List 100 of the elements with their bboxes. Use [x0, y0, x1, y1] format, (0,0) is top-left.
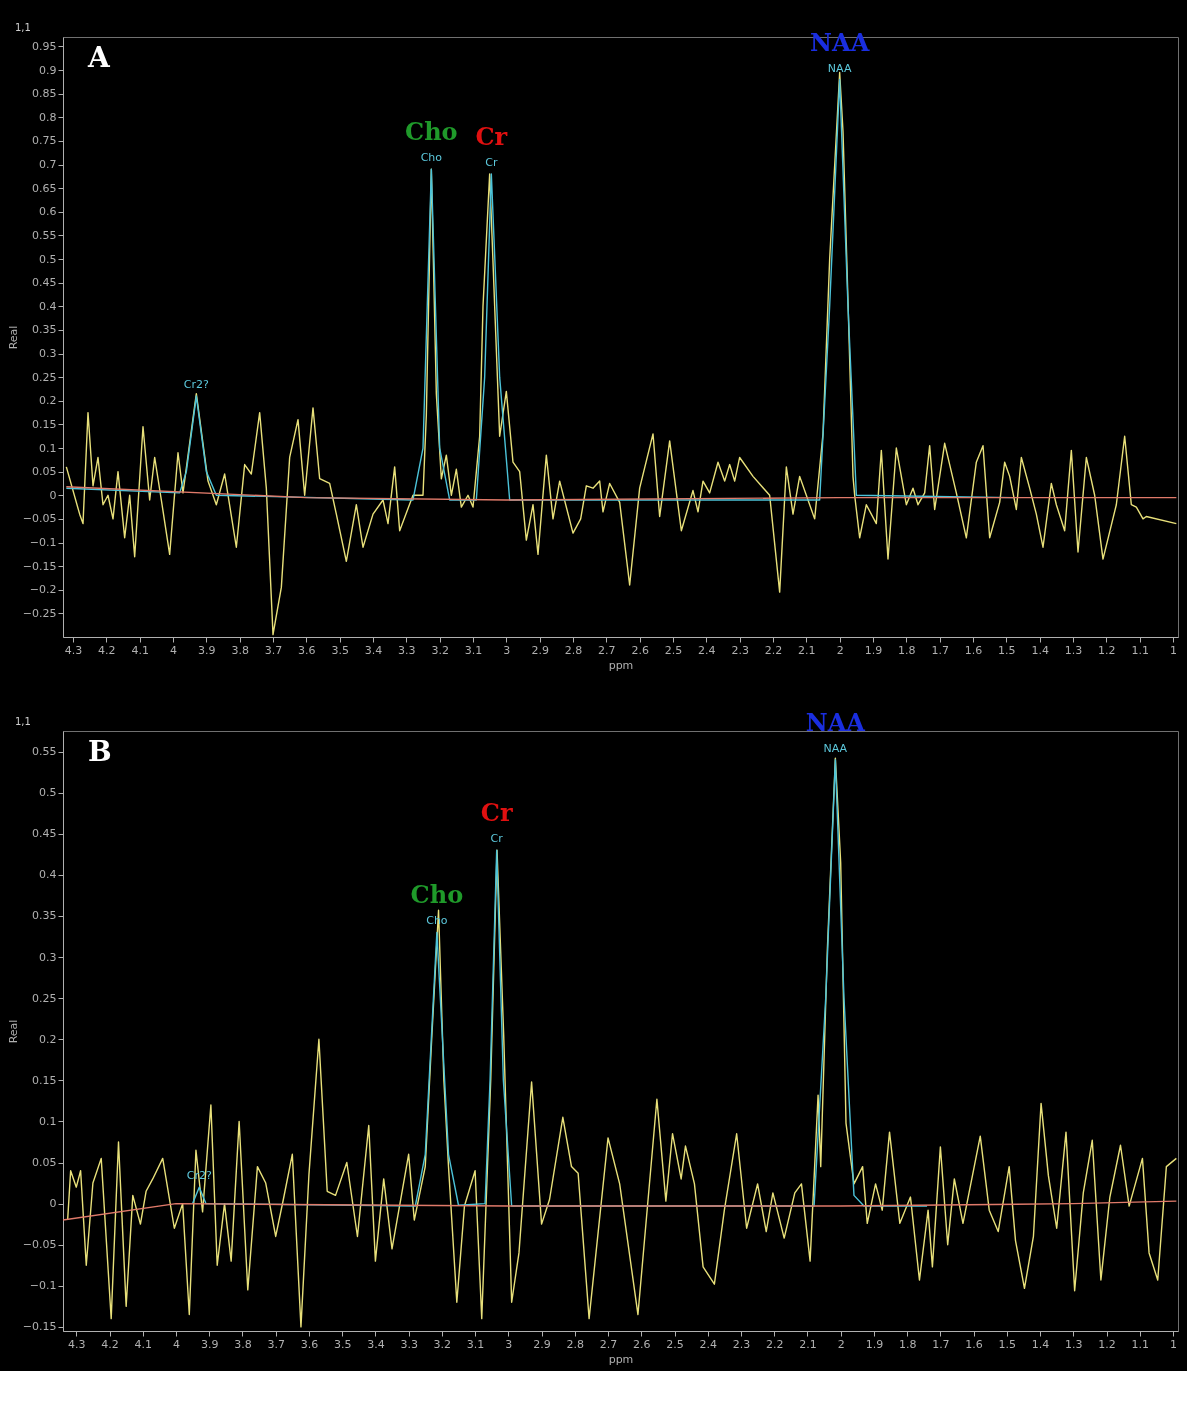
x-tick-label: 3.6 [298, 643, 316, 657]
x-tick-label: 2.7 [598, 643, 616, 657]
x-tick-label: 3 [505, 1337, 513, 1351]
x-tick-label: 4.2 [101, 1337, 119, 1351]
annotation: NAA [805, 707, 866, 737]
annotation: NAA [823, 741, 848, 755]
x-tick-label: 2.8 [564, 643, 583, 657]
x-tick-label: 3.9 [200, 1337, 219, 1351]
x-tick-label: 1.1 [1131, 643, 1149, 657]
text: 1,1 [15, 716, 31, 727]
annotation: Cr [490, 832, 504, 846]
annotation: Cho [420, 151, 443, 165]
y-tick-label: 0.05 [32, 465, 57, 479]
y-tick-label: −0.15 [22, 1320, 57, 1334]
x-tick-label: 1.5 [998, 1337, 1017, 1351]
annotation: Cho [410, 880, 464, 910]
y-tick-label: 0.15 [32, 417, 57, 431]
y-tick-label: 0.05 [32, 1156, 57, 1170]
y-tick-label: 0.6 [39, 205, 57, 219]
x-tick-label: 3.5 [331, 643, 349, 657]
x-tick-label: 1.9 [864, 643, 883, 657]
x-tick-label: 1.3 [1064, 643, 1083, 657]
x-tick-label: 1.3 [1065, 1337, 1083, 1351]
y-tick-label: −0.2 [29, 583, 57, 597]
x-tick-label: 3.1 [464, 643, 483, 657]
x-tick-label: 4.1 [134, 1337, 153, 1351]
y-tick-label: 0.95 [32, 39, 57, 53]
x-tick-label: 3.3 [400, 1337, 418, 1351]
y-tick-label: 0.7 [39, 158, 57, 172]
x-tick-label: 1.4 [1031, 1337, 1050, 1351]
y-tick-label: −0.1 [29, 536, 57, 550]
x-tick-label: 3.3 [398, 643, 416, 657]
x-tick-label: 1.8 [898, 643, 916, 657]
annotation: Cr [475, 122, 508, 152]
y-tick-label: 0.4 [39, 299, 57, 313]
x-axis-title: ppm [608, 1352, 634, 1366]
x-tick-label: 2 [837, 1337, 845, 1351]
text: 1,1 [15, 22, 31, 33]
y-tick-label: −0.05 [22, 512, 57, 526]
x-tick-label: 2.7 [599, 1337, 618, 1351]
x-tick-label: 2.4 [699, 1337, 717, 1351]
x-tick-label: 3.2 [433, 1337, 452, 1351]
y-tick-label: 0.25 [32, 370, 57, 384]
x-tick-label: 3.2 [431, 643, 449, 657]
x-tick-label: 1.7 [932, 1337, 950, 1351]
y-tick-label: 0.4 [39, 868, 57, 882]
y-tick-label: −0.15 [22, 559, 57, 573]
annotation: NAA [810, 27, 870, 57]
annotation: Cr2? [183, 378, 210, 392]
y-tick-label: 0.55 [32, 228, 57, 242]
x-tick-label: 3.4 [367, 1337, 385, 1351]
annotation: Cho [405, 117, 458, 147]
x-tick-label: 4 [173, 1337, 180, 1351]
y-tick-label: 0.1 [39, 441, 57, 455]
y-tick-label: 0.8 [39, 110, 57, 124]
y-tick-label: −0.1 [29, 1279, 57, 1293]
x-tick-label: 1.1 [1131, 1337, 1150, 1351]
y-tick-label: 0.3 [39, 950, 57, 964]
x-tick-label: 1.8 [898, 1337, 917, 1351]
x-tick-label: 3.8 [234, 1337, 252, 1351]
x-tick-label: 1.2 [1098, 1337, 1116, 1351]
y-tick-label: 0.65 [32, 181, 57, 195]
y-tick-label: 0.25 [32, 991, 57, 1005]
x-tick-label: 1.2 [1098, 643, 1116, 657]
y-tick-label: 0 [49, 1197, 57, 1211]
y-tick-label: 0.85 [32, 87, 57, 101]
x-tick-label: 1.5 [998, 643, 1016, 657]
y-tick-label: 0.35 [32, 323, 57, 337]
x-tick-label: 1 [1170, 643, 1177, 657]
annotation: NAA [827, 61, 852, 75]
x-tick-label: 1.7 [931, 643, 949, 657]
x-tick-label: 3.9 [198, 643, 216, 657]
x-tick-label: 2.3 [731, 643, 749, 657]
x-tick-label: 2.1 [799, 1337, 817, 1351]
x-tick-label: 2.1 [798, 643, 816, 657]
x-tick-label: 3.4 [364, 643, 383, 657]
x-axis-title: ppm [608, 658, 634, 672]
x-tick-label: 4.3 [64, 643, 83, 657]
x-tick-label: 2.8 [566, 1337, 585, 1351]
x-tick-label: 2.4 [698, 643, 716, 657]
annotation: Cr [485, 156, 498, 170]
y-tick-label: 0.15 [32, 1073, 57, 1087]
annotation: B [88, 735, 112, 768]
annotation: A [87, 41, 111, 74]
y-tick-label: 0.45 [32, 827, 57, 841]
x-tick-label: 3.7 [267, 1337, 285, 1351]
y-tick-label: 0 [49, 488, 57, 502]
x-tick-label: 1.9 [865, 1337, 884, 1351]
x-tick-label: 2.2 [764, 643, 783, 657]
x-tick-label: 4.2 [98, 643, 116, 657]
y-axis-title: Real [6, 1019, 20, 1044]
x-tick-label: 2.5 [666, 1337, 684, 1351]
x-tick-label: 1.4 [1031, 643, 1049, 657]
x-tick-label: 3.5 [333, 1337, 352, 1351]
x-tick-label: 3.7 [264, 643, 283, 657]
y-tick-label: 0.5 [39, 252, 57, 266]
y-axis-title: Real [6, 325, 20, 350]
x-tick-label: 2.9 [531, 643, 549, 657]
x-tick-label: 1.6 [964, 643, 983, 657]
x-tick-label: 3 [503, 643, 511, 657]
